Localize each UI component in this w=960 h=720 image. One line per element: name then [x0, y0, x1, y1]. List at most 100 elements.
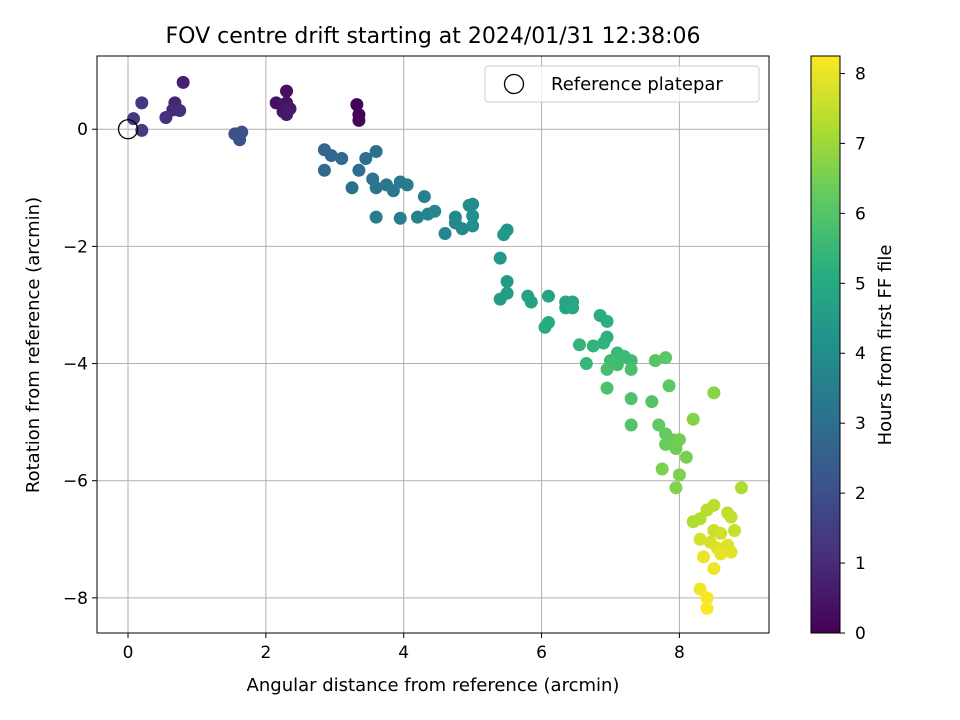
data-point — [659, 351, 673, 365]
colorbar-tick-label: 6 — [855, 204, 866, 224]
colorbar-tick-label: 1 — [855, 554, 866, 574]
data-point — [597, 336, 611, 350]
data-point — [538, 320, 552, 334]
data-point — [127, 112, 141, 126]
legend-marker-hollow-circle-icon — [503, 73, 525, 95]
chart-title: FOV centre drift starting at 2024/01/31 … — [166, 24, 701, 49]
y-tick-label: −2 — [63, 237, 88, 257]
data-point — [624, 362, 638, 376]
plot-area: 0 2 4 6 8 0 −2 −4 −6 −8 — [63, 55, 770, 663]
plot-frame — [96, 55, 770, 634]
data-point — [724, 545, 738, 559]
data-point — [600, 362, 614, 376]
y-tick-label: −6 — [63, 472, 88, 492]
data-point — [345, 181, 359, 195]
data-point — [714, 547, 728, 561]
data-point — [524, 295, 538, 309]
data-point — [417, 190, 431, 204]
colorbar-tick-label: 4 — [855, 344, 866, 364]
data-point — [455, 222, 469, 236]
data-point — [410, 210, 424, 224]
colorbar-tick-label: 8 — [855, 64, 866, 84]
data-point — [669, 481, 683, 495]
data-point — [648, 354, 662, 368]
data-point — [579, 357, 593, 371]
data-point — [359, 152, 373, 166]
data-point — [493, 251, 507, 265]
data-point — [369, 144, 383, 158]
data-point — [566, 301, 580, 315]
data-point — [500, 286, 514, 300]
data-point — [352, 113, 366, 127]
x-axis-label: Angular distance from reference (arcmin) — [247, 675, 620, 696]
data-point — [700, 591, 714, 605]
data-point — [714, 526, 728, 540]
data-point — [283, 102, 297, 116]
data-point — [335, 152, 349, 166]
data-point — [500, 275, 514, 289]
colorbar-tick-label: 5 — [855, 274, 866, 294]
data-point — [600, 381, 614, 395]
data-point — [672, 468, 686, 482]
data-point — [233, 133, 247, 147]
colorbar-ticks: 0 1 2 3 4 5 6 7 8 — [840, 64, 866, 644]
data-point — [135, 96, 149, 110]
data-point — [679, 450, 693, 464]
data-point — [324, 149, 338, 163]
data-point — [707, 562, 721, 576]
x-tick-label: 6 — [536, 643, 547, 663]
colorbar: 0 1 2 3 4 5 6 7 8 Hours from first FF file — [810, 55, 896, 644]
y-tick-label: −8 — [63, 589, 88, 609]
data-point — [652, 418, 666, 432]
data-point — [497, 228, 511, 242]
data-point — [393, 211, 407, 225]
data-point — [173, 103, 187, 117]
data-point — [697, 550, 711, 564]
colorbar-tick-label: 0 — [855, 624, 866, 644]
colorbar-tick-label: 3 — [855, 414, 866, 434]
data-point — [369, 181, 383, 195]
data-point — [572, 338, 586, 352]
data-point — [400, 178, 414, 192]
data-point — [438, 226, 452, 240]
colorbar-label: Hours from first FF file — [875, 245, 896, 446]
data-point — [466, 209, 480, 223]
data-point — [317, 163, 331, 177]
legend-label: Reference platepar — [551, 74, 723, 95]
data-point — [624, 418, 638, 432]
data-point — [176, 75, 190, 89]
data-point — [686, 412, 700, 426]
reference-point-marker — [117, 119, 139, 140]
data-point — [586, 339, 600, 353]
data-point — [280, 84, 294, 98]
data-point — [700, 601, 714, 615]
data-point — [159, 111, 173, 125]
data-point — [734, 481, 748, 495]
data-point — [428, 204, 442, 218]
data-point — [693, 532, 707, 546]
data-point — [466, 197, 480, 211]
data-point — [466, 219, 480, 233]
legend-box — [484, 65, 760, 103]
data-point — [707, 498, 721, 512]
x-tick-label: 0 — [123, 643, 134, 663]
data-point — [624, 392, 638, 406]
data-point — [693, 512, 707, 526]
plot-background — [97, 56, 769, 633]
grid — [97, 56, 769, 633]
colorbar-gradient — [810, 55, 841, 634]
colorbar-tick-label: 2 — [855, 484, 866, 504]
data-point — [350, 98, 364, 112]
legend: Reference platepar — [484, 65, 760, 103]
y-tick-label: 0 — [77, 120, 88, 140]
data-point — [352, 163, 366, 177]
data-point — [659, 437, 673, 451]
data-points — [117, 75, 748, 615]
data-point — [541, 289, 555, 303]
y-tick-label: −4 — [63, 355, 88, 375]
x-axis-ticks: 0 2 4 6 8 — [123, 633, 685, 663]
y-axis-ticks: 0 −2 −4 −6 −8 — [63, 120, 97, 609]
data-point — [610, 358, 624, 372]
data-point — [728, 523, 742, 537]
